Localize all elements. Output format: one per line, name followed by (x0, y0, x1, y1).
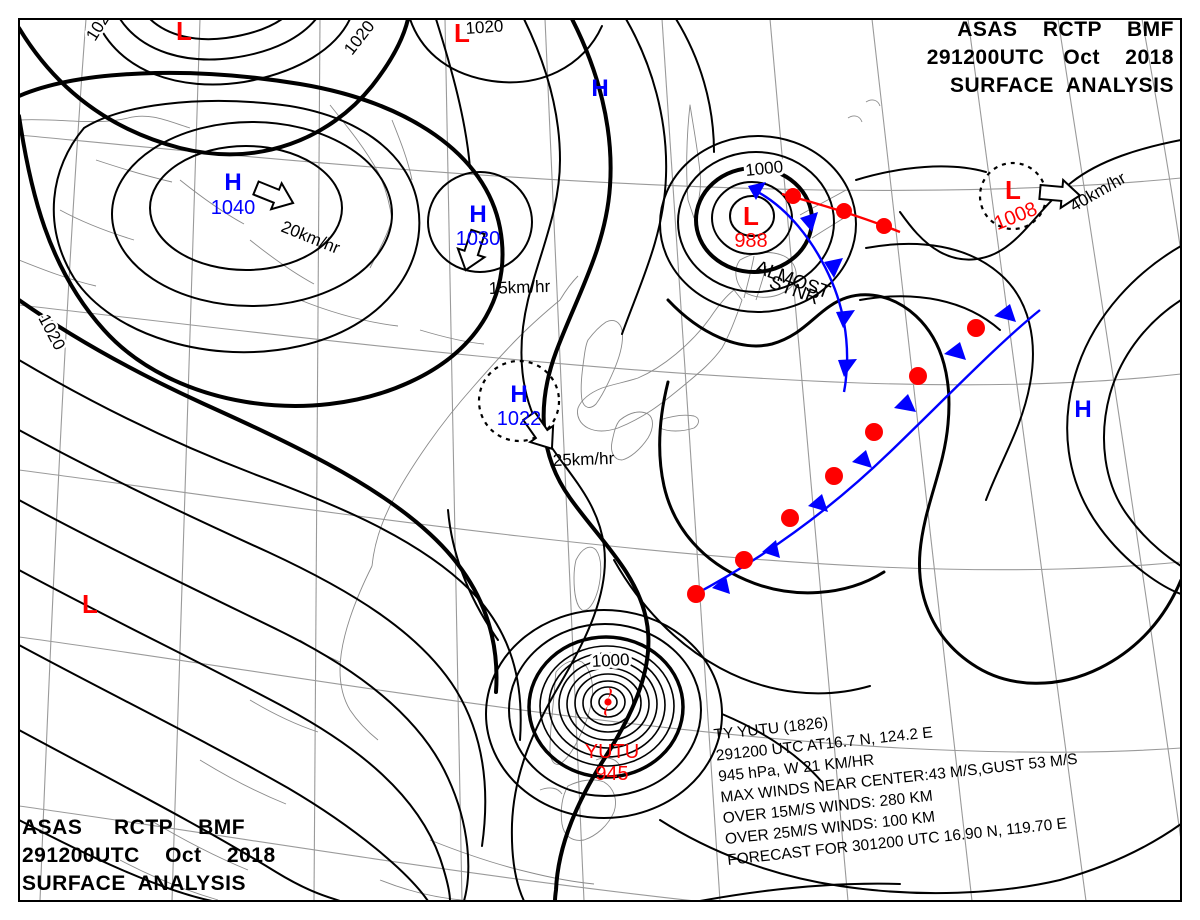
map-border (18, 18, 1182, 902)
coastlines (19, 99, 881, 901)
typhoon-symbol (604, 688, 612, 716)
cold-front (748, 182, 857, 393)
isobar-label: 1000 (591, 650, 630, 671)
header-tr-line1: ASAS RCTP BMF (957, 18, 1174, 41)
header-bl-line1: ASAS RCTP BMF (22, 816, 246, 839)
header-bl-line3: SURFACE ANALYSIS (22, 872, 246, 895)
high-symbol-1040: H (224, 169, 241, 196)
low-symbol-1008: L (1005, 175, 1021, 205)
high-value-1022: 1022 (497, 408, 542, 430)
warm-front (781, 188, 901, 234)
high-symbol-plain-right: H (1074, 396, 1091, 423)
low-symbol-plain-a: L (176, 16, 192, 46)
speed-label-h1030: 15km/hr (488, 277, 550, 298)
high-symbol-1030: H (469, 201, 486, 228)
header-tr-line3: SURFACE ANALYSIS (950, 74, 1174, 97)
header-top-right: ASAS RCTP BMF 291200UTC Oct 2018 SURFACE… (927, 16, 1174, 100)
isobar-label: 1000 (744, 157, 784, 180)
high-symbol-1022: H (510, 381, 527, 408)
low-symbol-plain-b: L (454, 18, 470, 48)
low-symbol-988: L (743, 201, 759, 231)
typhoon-name-label: YUTU (585, 741, 639, 763)
header-bottom-left: ASAS RCTP BMF 291200UTC Oct 2018 SURFACE… (22, 814, 276, 898)
isobar-label: 1020 (465, 16, 504, 38)
speed-label-h1022: 25km/hr (552, 449, 614, 470)
header-tr-line2: 291200UTC Oct 2018 (926, 46, 1174, 69)
low-symbol-plain-c: L (82, 589, 98, 619)
typhoon-pressure-label: 945 (595, 763, 628, 785)
dashed-circle-h1022 (477, 359, 561, 443)
low-value-988: 988 (734, 230, 767, 252)
high-value-1040: 1040 (211, 197, 256, 219)
high-value-1030: 1030 (456, 228, 501, 250)
header-bl-line2: 291200UTC Oct 2018 (22, 844, 276, 867)
stationary-front (687, 304, 1041, 603)
motion-arrows (252, 177, 1082, 451)
high-symbol-plain-top: H (591, 75, 608, 102)
